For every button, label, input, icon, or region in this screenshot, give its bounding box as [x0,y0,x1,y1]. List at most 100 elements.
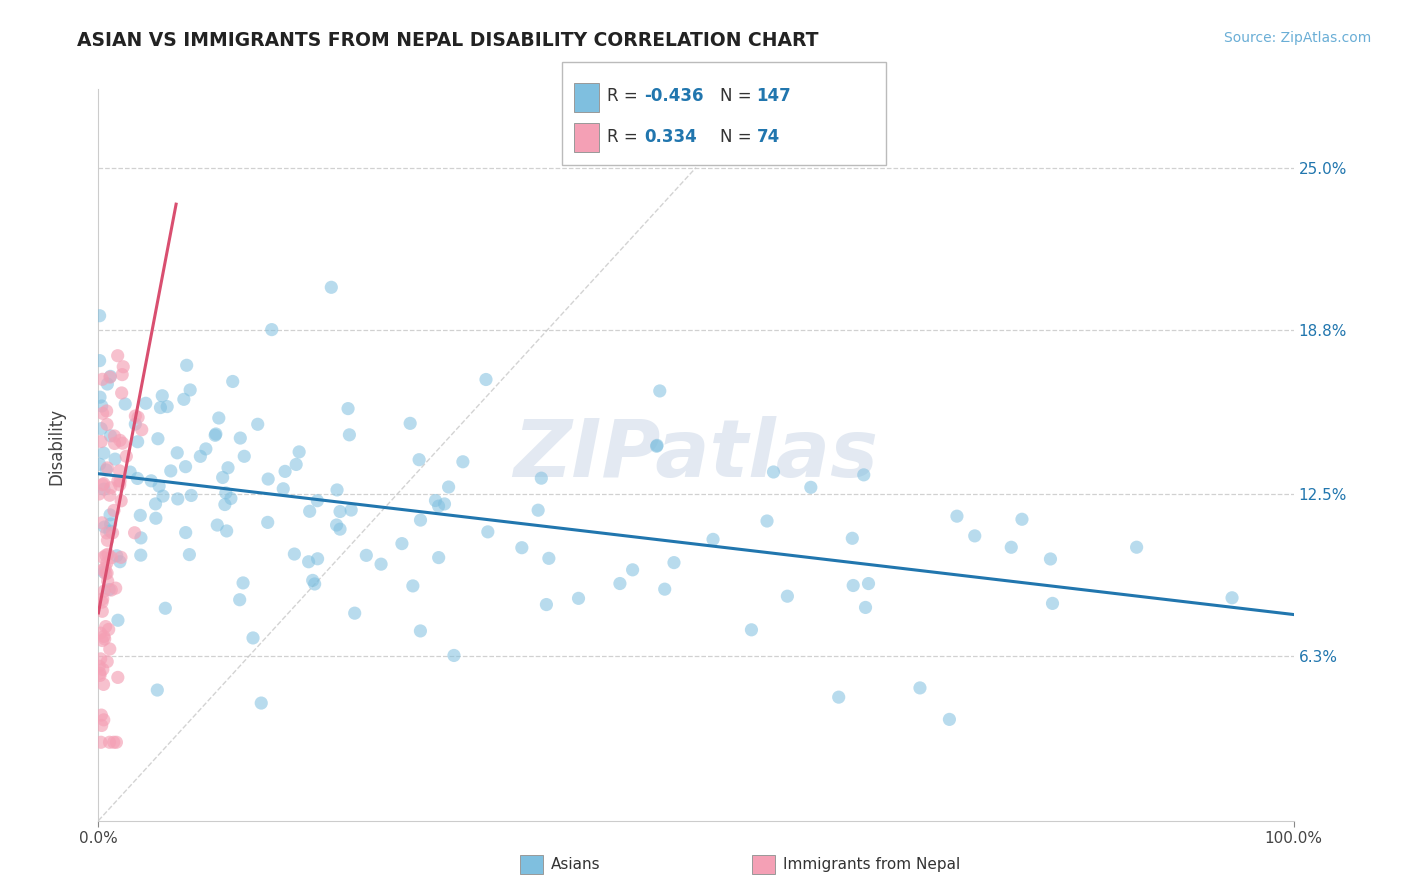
Point [179,548,201,562]
Point [776,589,799,603]
Point [115,450,138,464]
Point [100,517,122,532]
Point [105,735,128,749]
Point [129,508,152,523]
Point [94,549,117,563]
Point [283,547,305,561]
Point [93,713,115,727]
Point [204,428,226,442]
Point [103,503,125,517]
Point [107,474,129,488]
Point [90,735,112,749]
Point [90,516,112,530]
Point [91,372,114,386]
Point [103,436,125,450]
Point [107,613,129,627]
Point [108,464,131,478]
Point [855,600,877,615]
Point [114,397,136,411]
Point [150,389,173,403]
Point [90,626,112,640]
Point [205,427,228,442]
Point [91,662,114,676]
Text: ZIPatlas: ZIPatlas [513,416,879,494]
Point [129,531,152,545]
Point [1039,552,1062,566]
Point [409,624,432,638]
Point [228,592,250,607]
Text: 0.334: 0.334 [644,128,697,146]
Point [98,642,121,657]
Point [229,431,252,445]
Point [304,577,326,591]
Point [97,574,120,588]
Point [1000,541,1022,555]
Point [96,377,118,392]
Point [93,476,115,491]
Point [96,417,118,432]
Point [340,503,363,517]
Point [89,353,111,368]
Point [475,372,498,386]
Point [256,516,278,530]
Point [155,601,177,615]
Point [232,576,254,591]
Text: N =: N = [720,128,756,146]
Point [938,712,960,726]
Point [93,584,115,599]
Text: Source: ZipAtlas.com: Source: ZipAtlas.com [1223,31,1371,45]
Point [285,458,308,472]
Point [180,488,202,502]
Point [222,375,245,389]
Point [233,450,256,464]
Point [93,632,115,646]
Point [527,503,550,517]
Point [97,547,120,561]
Point [108,474,131,488]
Point [828,690,851,705]
Point [174,459,197,474]
Point [87,487,110,501]
Text: R =: R = [607,128,648,146]
Point [321,280,343,294]
Point [90,718,112,732]
Point [110,493,132,508]
Point [298,504,321,518]
Point [477,524,499,539]
Point [740,623,762,637]
Point [89,668,111,682]
Point [343,606,366,620]
Point [89,659,111,673]
Point [762,465,785,479]
Point [325,518,347,533]
Point [274,464,297,478]
Point [112,359,135,374]
Point [307,493,329,508]
Point [104,581,127,595]
Point [100,550,122,565]
Point [96,533,118,548]
Point [146,432,169,446]
Point [148,479,170,493]
Point [111,368,134,382]
Point [91,604,114,618]
Point [257,472,280,486]
Point [156,400,179,414]
Point [120,465,142,479]
Point [301,574,323,588]
Point [129,548,152,562]
Point [146,683,169,698]
Point [207,518,229,533]
Point [609,576,631,591]
Point [127,410,149,425]
Point [149,401,172,415]
Point [433,497,456,511]
Point [159,464,181,478]
Point [93,482,115,496]
Text: Disability: Disability [48,408,65,484]
Point [437,480,460,494]
Point [98,524,121,538]
Point [96,566,118,580]
Point [399,417,422,431]
Point [242,631,264,645]
